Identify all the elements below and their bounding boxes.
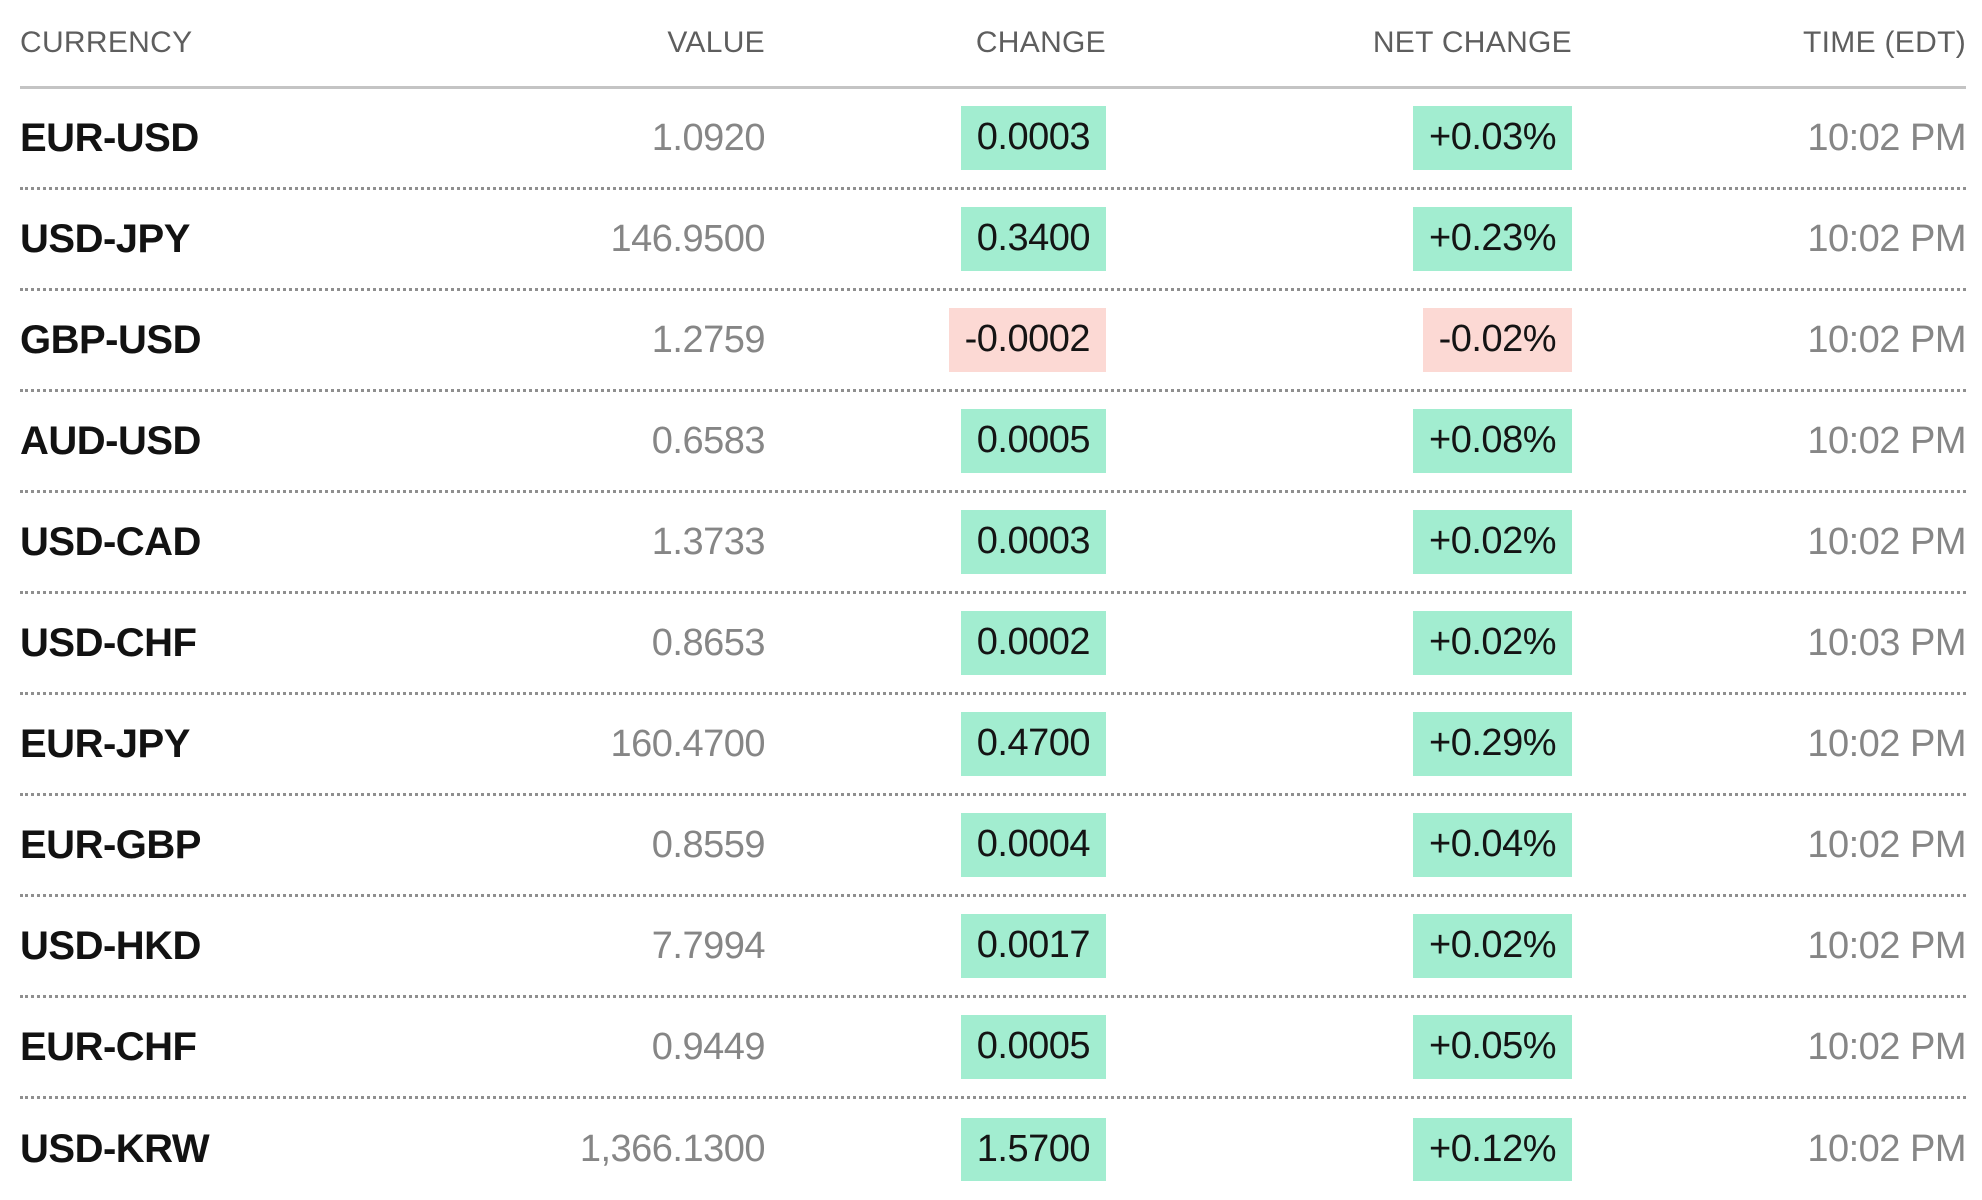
net-change-cell: +0.04% <box>1106 813 1572 877</box>
net-change-badge: +0.29% <box>1413 712 1572 776</box>
value-cell: 7.7994 <box>651 924 766 967</box>
table-row: USD-JPY 146.9500 0.3400 +0.23% 10:02 PM <box>20 190 1967 291</box>
value-cell: 146.9500 <box>610 217 766 260</box>
net-change-badge: +0.02% <box>1413 510 1572 574</box>
time-cell: 10:02 PM <box>1807 1025 1966 1068</box>
net-change-badge: +0.02% <box>1413 914 1572 978</box>
time-cell: 10:02 PM <box>1807 823 1966 866</box>
change-badge: 0.3400 <box>960 207 1106 271</box>
change-cell: 0.0003 <box>765 106 1106 170</box>
time-cell: 10:02 PM <box>1807 116 1966 159</box>
currency-pair-link[interactable]: GBP-USD <box>20 317 201 362</box>
change-cell: 0.0003 <box>765 510 1106 574</box>
table-row: GBP-USD 1.2759 -0.0002 -0.02% 10:02 PM <box>20 291 1967 392</box>
value-cell: 1.2759 <box>651 318 766 361</box>
column-header-currency: CURRENCY <box>20 26 193 59</box>
net-change-cell: +0.29% <box>1106 712 1572 776</box>
change-cell: 0.0005 <box>765 1015 1106 1079</box>
time-cell: 10:02 PM <box>1807 520 1966 563</box>
table-row: AUD-USD 0.6583 0.0005 +0.08% 10:02 PM <box>20 392 1967 493</box>
net-change-cell: +0.05% <box>1106 1015 1572 1079</box>
table-row: USD-KRW 1,366.1300 1.5700 +0.12% 10:02 P… <box>20 1099 1967 1200</box>
column-header-value: VALUE <box>667 26 765 59</box>
change-badge: 1.5700 <box>960 1117 1106 1182</box>
value-cell: 1.0920 <box>651 116 766 159</box>
change-badge: 0.0003 <box>960 510 1106 574</box>
time-cell: 10:03 PM <box>1807 621 1966 664</box>
net-change-badge: +0.04% <box>1413 813 1572 877</box>
table-row: USD-CHF 0.8653 0.0002 +0.02% 10:03 PM <box>20 594 1967 695</box>
net-change-cell: -0.02% <box>1106 308 1572 372</box>
change-cell: 0.0005 <box>765 409 1106 473</box>
net-change-badge: +0.08% <box>1413 409 1572 473</box>
value-cell: 160.4700 <box>610 722 766 765</box>
currency-pair-link[interactable]: EUR-JPY <box>20 721 190 766</box>
currency-pair-link[interactable]: USD-CAD <box>20 519 201 564</box>
column-header-change: CHANGE <box>975 26 1106 59</box>
currency-pair-link[interactable]: EUR-GBP <box>20 822 201 867</box>
change-badge: 0.0003 <box>960 106 1106 170</box>
net-change-badge: +0.05% <box>1413 1015 1572 1079</box>
net-change-badge: +0.02% <box>1413 611 1572 675</box>
currency-pair-link[interactable]: USD-HKD <box>20 923 201 968</box>
change-badge: 0.0004 <box>960 813 1106 877</box>
table-row: EUR-JPY 160.4700 0.4700 +0.29% 10:02 PM <box>20 695 1967 796</box>
table-row: EUR-GBP 0.8559 0.0004 +0.04% 10:02 PM <box>20 796 1967 897</box>
value-cell: 0.8653 <box>651 621 766 664</box>
table-row: USD-CAD 1.3733 0.0003 +0.02% 10:02 PM <box>20 493 1967 594</box>
net-change-cell: +0.08% <box>1106 409 1572 473</box>
change-cell: 1.5700 <box>765 1117 1106 1182</box>
net-change-cell: +0.02% <box>1106 611 1572 675</box>
value-cell: 0.9449 <box>651 1025 766 1068</box>
net-change-badge: +0.23% <box>1413 207 1572 271</box>
value-cell: 0.6583 <box>651 419 766 462</box>
change-cell: 0.0004 <box>765 813 1106 877</box>
change-cell: 0.0017 <box>765 914 1106 978</box>
change-badge: 0.4700 <box>960 712 1106 776</box>
time-cell: 10:02 PM <box>1807 722 1966 765</box>
time-cell: 10:02 PM <box>1807 419 1966 462</box>
change-cell: 0.3400 <box>765 207 1106 271</box>
table-row: USD-HKD 7.7994 0.0017 +0.02% 10:02 PM <box>20 897 1967 998</box>
change-cell: -0.0002 <box>765 308 1106 372</box>
currency-pair-link[interactable]: AUD-USD <box>20 418 201 463</box>
net-change-badge: +0.12% <box>1413 1117 1572 1182</box>
table-row: EUR-CHF 0.9449 0.0005 +0.05% 10:02 PM <box>20 998 1967 1099</box>
currency-pair-link[interactable]: USD-JPY <box>20 216 190 261</box>
value-cell: 1.3733 <box>651 520 766 563</box>
change-badge: -0.0002 <box>948 308 1106 372</box>
change-cell: 0.4700 <box>765 712 1106 776</box>
table-header: CURRENCY VALUE CHANGE NET CHANGE TIME (E… <box>20 0 1966 89</box>
column-header-net-change: NET CHANGE <box>1372 26 1572 59</box>
time-cell: 10:02 PM <box>1807 1128 1966 1170</box>
change-badge: 0.0017 <box>960 914 1106 978</box>
net-change-badge: -0.02% <box>1422 308 1572 372</box>
change-badge: 0.0002 <box>960 611 1106 675</box>
currency-pair-link[interactable]: EUR-USD <box>20 115 199 160</box>
currency-pair-link[interactable]: USD-KRW <box>20 1127 210 1171</box>
currency-pair-link[interactable]: EUR-CHF <box>20 1024 197 1069</box>
column-header-time: TIME (EDT) <box>1803 26 1966 59</box>
net-change-cell: +0.02% <box>1106 510 1572 574</box>
table-row: EUR-USD 1.0920 0.0003 +0.03% 10:02 PM <box>20 89 1967 190</box>
currency-pair-link[interactable]: USD-CHF <box>20 620 197 665</box>
time-cell: 10:02 PM <box>1807 217 1966 260</box>
time-cell: 10:02 PM <box>1807 318 1966 361</box>
time-cell: 10:02 PM <box>1807 924 1966 967</box>
net-change-cell: +0.23% <box>1106 207 1572 271</box>
net-change-cell: +0.12% <box>1106 1117 1572 1182</box>
change-badge: 0.0005 <box>960 1015 1106 1079</box>
change-cell: 0.0002 <box>765 611 1106 675</box>
net-change-badge: +0.03% <box>1413 106 1572 170</box>
net-change-cell: +0.02% <box>1106 914 1572 978</box>
value-cell: 0.8559 <box>651 823 766 866</box>
change-badge: 0.0005 <box>960 409 1106 473</box>
net-change-cell: +0.03% <box>1106 106 1572 170</box>
value-cell: 1,366.1300 <box>579 1128 766 1170</box>
